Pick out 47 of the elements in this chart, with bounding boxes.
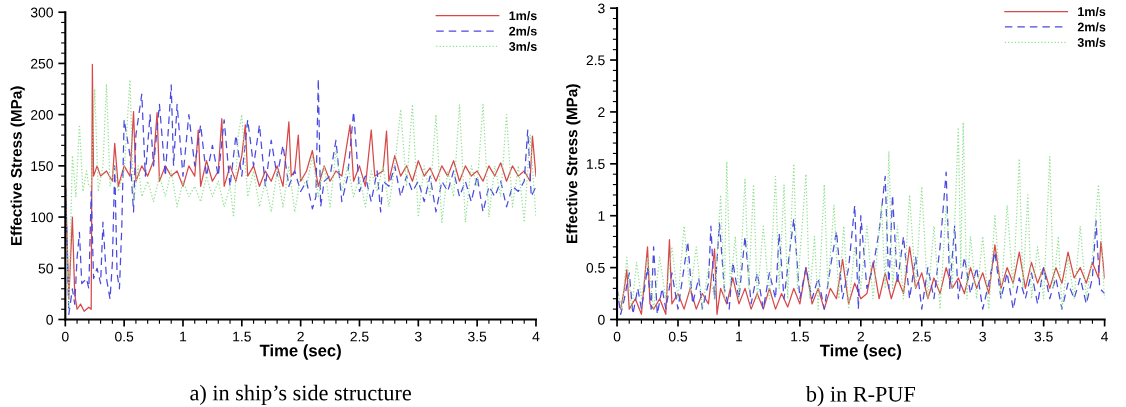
x-tick-label: 1 [736, 331, 743, 342]
legend-label: 2m/s [1077, 22, 1106, 32]
y-tick-label: 0 [46, 314, 53, 325]
line-series [620, 238, 1105, 315]
y-tick-label: 1.5 [587, 159, 605, 169]
x-tick-label: 0.5 [668, 331, 688, 342]
x-tick-label: 3.5 [1034, 331, 1053, 342]
legend-label: 3m/s [1077, 37, 1106, 47]
x-tick-label: 0 [613, 331, 621, 342]
legend-label: 3m/s [509, 41, 537, 52]
x-tick-label: 4 [532, 331, 540, 342]
x-tick-label: 0 [61, 331, 69, 342]
y-tick-label: 1 [598, 211, 605, 221]
x-tick-label: 1 [180, 331, 187, 342]
x-tick-label: 3 [979, 331, 986, 342]
y-tick-label: 200 [31, 109, 53, 120]
x-axis-title: Time (sec) [259, 344, 341, 360]
y-tick-label: 3 [598, 3, 605, 14]
x-axis-title: Time (sec) [819, 344, 902, 360]
y-tick-label: 50 [38, 263, 53, 274]
text: a) in ship’s side structure [190, 384, 411, 406]
x-tick-label: 2.5 [350, 331, 369, 342]
x-tick-label: 2 [297, 331, 304, 342]
x-tick-label: 0.5 [115, 331, 134, 342]
y-tick-label: 0.5 [586, 262, 605, 273]
y-tick-label: 2.5 [586, 55, 605, 66]
line-series [617, 121, 1105, 310]
y-tick-label: 2 [598, 107, 605, 117]
text: b) in R-PUF [805, 386, 915, 407]
y-tick-label: 100 [31, 212, 53, 223]
legend-label: 1m/s [1078, 6, 1106, 17]
y-axis-title: Effective Stress (MPa) [10, 86, 25, 246]
line-series [617, 171, 1105, 315]
x-tick-label: 4 [1101, 331, 1109, 342]
x-tick-label: 2 [857, 331, 864, 342]
y-axis-title: Effective Stress (MPa) [566, 84, 581, 244]
legend-label: 2m/s [509, 26, 537, 36]
x-tick-label: 1.5 [791, 331, 809, 342]
y-tick-label: 0 [598, 314, 605, 325]
y-tick-label: 300 [30, 7, 53, 18]
y-tick-label: 250 [31, 58, 53, 69]
x-tick-label: 3 [414, 331, 422, 342]
x-tick-label: 1.5 [233, 331, 251, 342]
y-tick-label: 150 [31, 161, 53, 172]
x-tick-label: 3.5 [468, 331, 487, 342]
legend-label: 1m/s [509, 10, 537, 21]
x-tick-label: 2.5 [912, 331, 931, 342]
